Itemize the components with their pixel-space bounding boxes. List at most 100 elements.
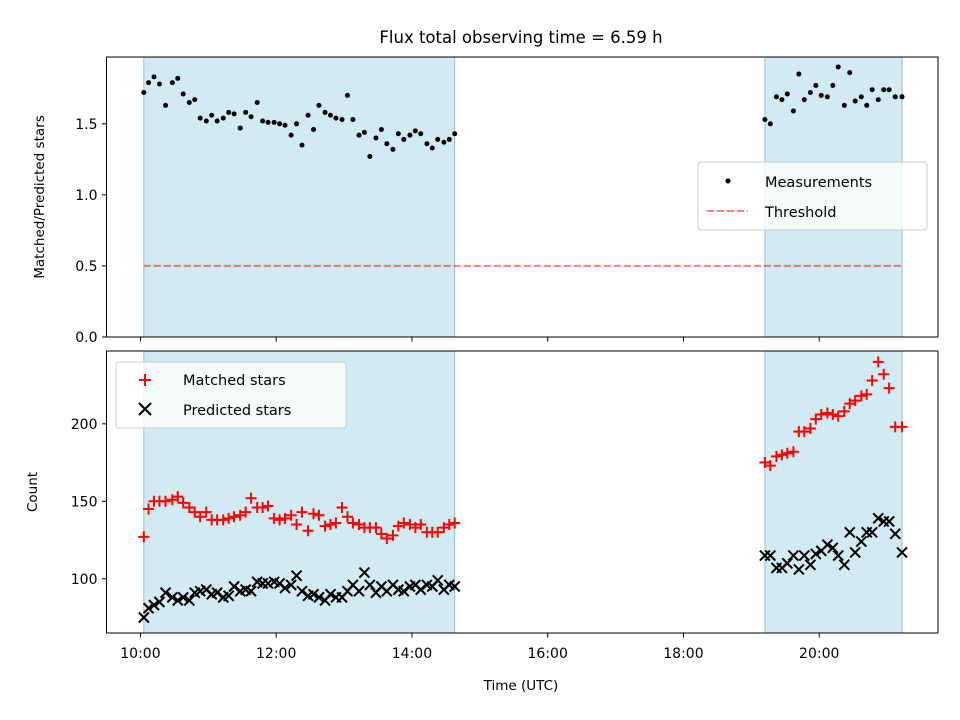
measurements-series bbox=[141, 64, 905, 159]
top-y-axis-label: Matched/Predicted stars bbox=[32, 115, 48, 278]
measurement-point bbox=[424, 141, 430, 147]
measurement-point bbox=[367, 153, 373, 159]
measurement-point bbox=[180, 91, 186, 97]
matched-star-point bbox=[268, 512, 280, 524]
predicted-star-point bbox=[313, 591, 325, 604]
measurement-point bbox=[864, 102, 870, 108]
measurement-point bbox=[146, 80, 152, 86]
matched-star-point bbox=[370, 522, 382, 534]
matched-star-point bbox=[319, 520, 331, 532]
matched-star-point bbox=[398, 517, 410, 529]
bottom-y-axis-label: Count bbox=[25, 472, 41, 512]
chart-title: Flux total observing time = 6.59 h bbox=[379, 28, 662, 47]
predicted-star-point bbox=[787, 549, 800, 562]
matched-star-point bbox=[832, 410, 844, 422]
matched-star-point bbox=[855, 390, 867, 402]
measurement-point bbox=[452, 131, 458, 137]
measurement-point bbox=[784, 91, 790, 97]
top-legend-box bbox=[697, 161, 928, 231]
matched-star-point bbox=[200, 506, 212, 518]
matched-star-point bbox=[449, 517, 461, 529]
matched-star-point bbox=[341, 511, 353, 523]
y-tick-label: 100 bbox=[71, 572, 98, 588]
predicted-star-point bbox=[222, 590, 235, 602]
predicted-star-point bbox=[353, 585, 365, 597]
measurement-point bbox=[311, 126, 317, 132]
matched-star-point bbox=[415, 519, 427, 531]
measurement-point bbox=[418, 131, 424, 137]
measurement-point bbox=[271, 119, 277, 125]
x-tick-label: 14:00 bbox=[392, 646, 432, 662]
predicted-star-point bbox=[821, 538, 834, 551]
predicted-star-point bbox=[872, 512, 884, 525]
measurement-point bbox=[441, 139, 447, 145]
measurement-point bbox=[384, 141, 390, 147]
measurement-point bbox=[316, 102, 322, 108]
y-tick-label: 1.0 bbox=[75, 188, 97, 204]
measurement-point bbox=[231, 111, 237, 117]
matched-star-point bbox=[223, 512, 235, 524]
measurement-point bbox=[322, 109, 328, 115]
predicted-star-point bbox=[285, 579, 297, 591]
matched-star-point bbox=[787, 446, 799, 458]
matched-star-point bbox=[257, 501, 269, 513]
predicted-star-point bbox=[138, 611, 150, 624]
matched-star-point bbox=[776, 449, 788, 461]
measurement-point bbox=[858, 94, 864, 100]
matched-star-point bbox=[861, 388, 873, 400]
matched-star-point bbox=[849, 395, 861, 407]
measurement-point bbox=[333, 115, 339, 121]
measurement-point bbox=[824, 94, 830, 100]
matched-star-point bbox=[308, 508, 320, 520]
measurement-point bbox=[226, 109, 232, 115]
top-x-ticks bbox=[139, 337, 820, 342]
predicted-star-point bbox=[855, 535, 868, 548]
measurement-point bbox=[412, 128, 418, 134]
predicted-star-point bbox=[398, 585, 410, 597]
predicted-star-point bbox=[172, 594, 184, 607]
measurement-point bbox=[852, 98, 858, 104]
predicted-stars-series bbox=[138, 512, 908, 624]
matched-stars-series bbox=[138, 356, 908, 544]
legend-matched-label: Matched stars bbox=[183, 373, 286, 389]
measurement-point bbox=[401, 136, 407, 142]
measurement-point bbox=[350, 117, 356, 123]
measurement-point bbox=[807, 90, 813, 96]
measurement-point bbox=[899, 94, 905, 100]
matched-star-point bbox=[878, 368, 890, 380]
bottom-panel: 100 150 200 10:00 12:00 14:00 16:00 18:00 20:00… bbox=[25, 350, 939, 694]
top-axes-frame bbox=[106, 56, 939, 338]
top-panel: 0.0 0.5 1.0 1.5 Matched/Predicted stars Mea… bbox=[32, 56, 939, 346]
measurement-point bbox=[327, 112, 333, 118]
matched-star-point bbox=[240, 506, 252, 518]
measurement-point bbox=[243, 109, 249, 115]
matched-star-point bbox=[217, 514, 229, 526]
predicted-star-point bbox=[798, 549, 810, 562]
measurement-point bbox=[260, 118, 266, 124]
predicted-star-point bbox=[166, 591, 179, 604]
measurement-point bbox=[209, 112, 215, 118]
measurement-point bbox=[220, 115, 226, 121]
measurement-point bbox=[818, 92, 824, 98]
predicted-star-point bbox=[245, 585, 257, 597]
measurement-point bbox=[835, 64, 841, 70]
predicted-star-point bbox=[142, 602, 155, 614]
matched-star-point bbox=[285, 509, 297, 521]
matched-star-point bbox=[302, 525, 314, 537]
measurement-point bbox=[288, 132, 294, 138]
measurement-point bbox=[214, 118, 220, 124]
measurement-point bbox=[390, 146, 396, 152]
predicted-star-point bbox=[159, 587, 172, 599]
predicted-star-point bbox=[296, 585, 308, 597]
matched-star-point bbox=[866, 374, 878, 386]
matched-star-point bbox=[838, 405, 850, 417]
matched-star-point bbox=[138, 531, 150, 543]
measurement-point bbox=[429, 145, 435, 151]
predicted-star-point bbox=[793, 563, 805, 576]
predicted-star-point bbox=[781, 557, 794, 569]
measurement-point bbox=[265, 119, 271, 125]
predicted-star-point bbox=[364, 579, 376, 591]
bottom-x-ticks: 10:00 12:00 14:00 16:00 18:00 20:00 bbox=[120, 633, 839, 662]
measurement-point bbox=[203, 118, 209, 124]
